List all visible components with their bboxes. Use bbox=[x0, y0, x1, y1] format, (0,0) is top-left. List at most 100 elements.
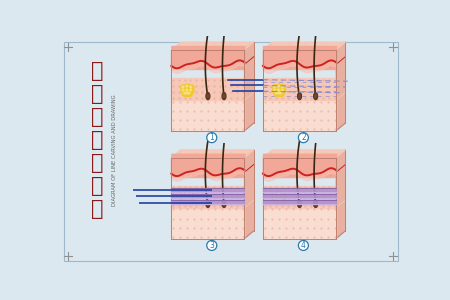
Circle shape bbox=[275, 92, 277, 94]
Circle shape bbox=[276, 91, 282, 96]
Polygon shape bbox=[263, 78, 336, 100]
Circle shape bbox=[190, 197, 192, 199]
Circle shape bbox=[189, 193, 194, 198]
Circle shape bbox=[186, 85, 188, 87]
Circle shape bbox=[274, 199, 279, 204]
Ellipse shape bbox=[222, 200, 226, 207]
Polygon shape bbox=[263, 100, 336, 131]
Circle shape bbox=[278, 85, 279, 87]
Circle shape bbox=[184, 200, 185, 202]
Text: 雕: 雕 bbox=[91, 84, 104, 104]
Polygon shape bbox=[263, 188, 336, 192]
Ellipse shape bbox=[315, 202, 317, 206]
Circle shape bbox=[207, 240, 217, 250]
Polygon shape bbox=[263, 186, 336, 208]
Text: DIAGRAM OF LINE CARVING AND DRAWING: DIAGRAM OF LINE CARVING AND DRAWING bbox=[112, 94, 117, 206]
Circle shape bbox=[190, 194, 192, 196]
Text: 示: 示 bbox=[91, 153, 104, 173]
Polygon shape bbox=[171, 78, 244, 100]
Polygon shape bbox=[263, 158, 336, 177]
Ellipse shape bbox=[206, 200, 210, 207]
Polygon shape bbox=[171, 186, 244, 208]
Ellipse shape bbox=[223, 94, 225, 98]
Circle shape bbox=[280, 196, 286, 201]
Polygon shape bbox=[263, 208, 336, 238]
Circle shape bbox=[278, 193, 279, 195]
Polygon shape bbox=[336, 150, 345, 238]
Circle shape bbox=[207, 133, 217, 142]
Circle shape bbox=[273, 196, 278, 201]
Circle shape bbox=[278, 200, 279, 202]
Circle shape bbox=[182, 89, 184, 91]
Polygon shape bbox=[336, 42, 345, 131]
Circle shape bbox=[276, 88, 282, 93]
Circle shape bbox=[190, 89, 192, 91]
Circle shape bbox=[274, 197, 275, 199]
Circle shape bbox=[182, 199, 188, 204]
Ellipse shape bbox=[315, 94, 317, 98]
Text: 1: 1 bbox=[209, 133, 214, 142]
Ellipse shape bbox=[222, 93, 226, 100]
Circle shape bbox=[280, 85, 286, 90]
Circle shape bbox=[278, 89, 279, 91]
Circle shape bbox=[279, 91, 284, 96]
Circle shape bbox=[188, 200, 190, 202]
Circle shape bbox=[185, 192, 190, 197]
Circle shape bbox=[186, 89, 188, 91]
Circle shape bbox=[182, 194, 184, 196]
Circle shape bbox=[182, 86, 184, 88]
Polygon shape bbox=[244, 42, 254, 131]
Ellipse shape bbox=[314, 93, 318, 100]
Polygon shape bbox=[171, 200, 244, 204]
Circle shape bbox=[275, 200, 277, 202]
Circle shape bbox=[188, 92, 190, 94]
Circle shape bbox=[281, 86, 283, 88]
Circle shape bbox=[186, 197, 188, 199]
Circle shape bbox=[276, 84, 282, 89]
Text: 线: 线 bbox=[91, 61, 104, 81]
Polygon shape bbox=[263, 194, 336, 198]
Polygon shape bbox=[263, 42, 345, 50]
Circle shape bbox=[190, 86, 192, 88]
Ellipse shape bbox=[223, 202, 225, 206]
Ellipse shape bbox=[207, 94, 209, 98]
Polygon shape bbox=[171, 158, 244, 177]
Polygon shape bbox=[244, 150, 254, 238]
Text: 意: 意 bbox=[91, 176, 104, 196]
Circle shape bbox=[185, 88, 190, 93]
Circle shape bbox=[278, 92, 279, 94]
Circle shape bbox=[273, 88, 278, 93]
Ellipse shape bbox=[299, 94, 301, 98]
Circle shape bbox=[273, 193, 278, 198]
Ellipse shape bbox=[297, 93, 302, 100]
Circle shape bbox=[280, 200, 282, 202]
Circle shape bbox=[186, 92, 188, 94]
Circle shape bbox=[186, 193, 188, 195]
Circle shape bbox=[279, 199, 284, 204]
Polygon shape bbox=[171, 194, 244, 198]
Polygon shape bbox=[171, 100, 244, 131]
Circle shape bbox=[280, 193, 286, 198]
Circle shape bbox=[185, 199, 190, 204]
Polygon shape bbox=[263, 200, 336, 204]
Ellipse shape bbox=[314, 200, 318, 207]
Circle shape bbox=[181, 196, 186, 201]
Polygon shape bbox=[263, 50, 336, 69]
Circle shape bbox=[274, 194, 275, 196]
Circle shape bbox=[276, 196, 282, 201]
Text: 拉: 拉 bbox=[91, 130, 104, 150]
Circle shape bbox=[185, 91, 190, 96]
Circle shape bbox=[185, 84, 190, 89]
Circle shape bbox=[187, 91, 193, 96]
Circle shape bbox=[276, 199, 282, 204]
Circle shape bbox=[189, 196, 194, 201]
Text: 提: 提 bbox=[91, 107, 104, 127]
Circle shape bbox=[184, 92, 185, 94]
Circle shape bbox=[181, 85, 186, 90]
Circle shape bbox=[274, 89, 275, 91]
Circle shape bbox=[281, 197, 283, 199]
Polygon shape bbox=[171, 208, 244, 238]
Ellipse shape bbox=[297, 200, 302, 207]
Text: 2: 2 bbox=[301, 133, 306, 142]
Circle shape bbox=[273, 85, 278, 90]
